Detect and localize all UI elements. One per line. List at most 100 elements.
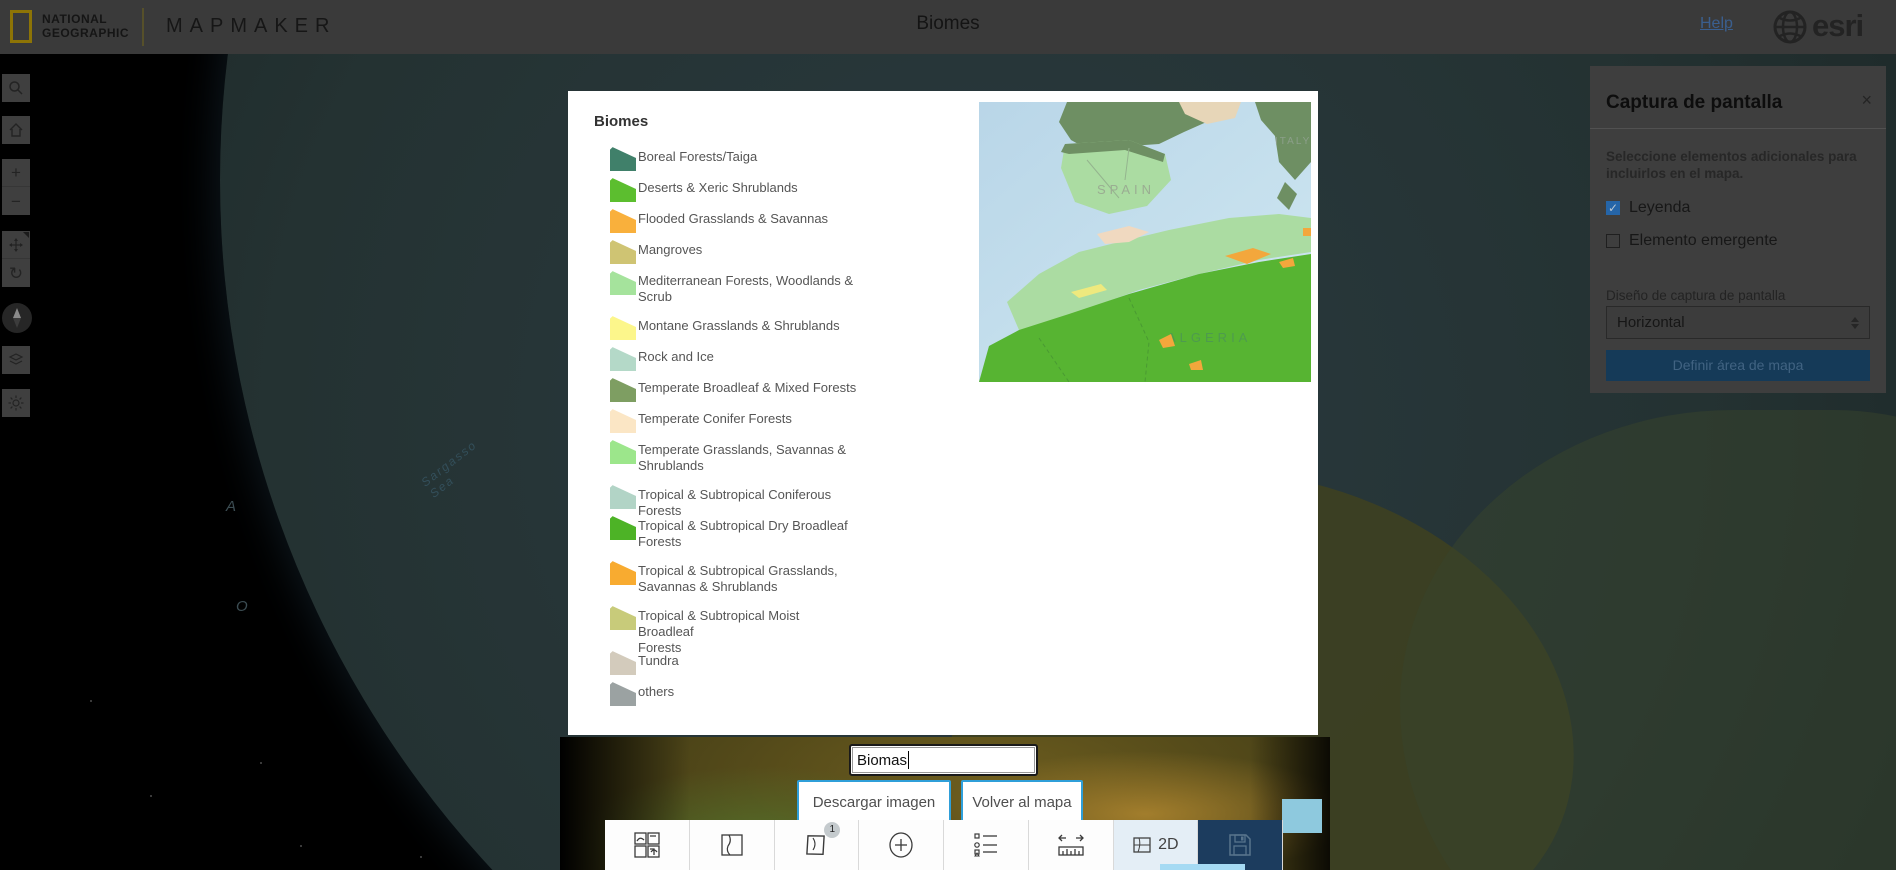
daylight-button[interactable]: [2, 389, 30, 417]
legend-swatch: [610, 516, 636, 540]
pan-button[interactable]: [2, 231, 30, 259]
legend-swatch: [610, 316, 636, 340]
iberia-border: [1086, 147, 1130, 199]
panel-divider: [1590, 128, 1886, 129]
filename-value: Biomas: [857, 751, 908, 769]
filename-input[interactable]: Biomas: [849, 744, 1038, 776]
app-name: MAPMAKER: [166, 15, 337, 37]
measure-icon: [1057, 834, 1084, 856]
iberia-north-forest: [1061, 140, 1165, 162]
rotate-icon: ↻: [8, 263, 24, 283]
globe-landmass: [1400, 410, 1896, 870]
basemap-gallery-button[interactable]: [605, 820, 690, 870]
zoom-out-button[interactable]: −: [2, 187, 30, 215]
star: [260, 762, 262, 764]
legend-panel: Biomes Boreal Forests/Taiga Deserts & Xe…: [568, 91, 1318, 735]
mode-2d-icon: [1133, 837, 1151, 853]
minus-icon: −: [11, 191, 21, 211]
basemap-button[interactable]: [690, 820, 775, 870]
home-button[interactable]: [2, 116, 30, 144]
legend-swatch: [610, 485, 636, 509]
legend-swatch: [610, 147, 636, 171]
compass-button[interactable]: [2, 303, 32, 333]
pan-icon: [9, 237, 23, 252]
star: [90, 700, 92, 702]
legend-item-label: others: [638, 684, 675, 699]
add-icon: [889, 832, 913, 858]
legend-item-label: Tropical & Subtropical Moist Broadleaf F…: [638, 608, 800, 655]
star: [420, 856, 422, 858]
star: [150, 795, 152, 797]
legend-item-label: Mangroves: [638, 242, 703, 257]
screenshot-panel: Captura de pantalla × Seleccione element…: [1590, 66, 1886, 393]
basemap-icon: [720, 834, 743, 856]
layout-select[interactable]: Horizontal: [1606, 306, 1870, 339]
header-divider: [142, 8, 144, 46]
legend-item-label: Tundra: [638, 653, 679, 668]
legend-item-label: Rock and Ice: [638, 349, 714, 364]
legend-item-label: Montane Grasslands & Shrublands: [638, 318, 840, 333]
legend-title: Biomes: [594, 113, 649, 130]
legend-checkbox-label: Leyenda: [1629, 199, 1691, 216]
alps-patch: [1179, 102, 1241, 124]
flooded-patch: [1189, 360, 1203, 370]
legend-item-label: Tropical & Subtropical Coniferous Forest…: [638, 487, 832, 518]
search-icon: [9, 81, 23, 95]
sea-patch: [1282, 799, 1322, 833]
add-button[interactable]: [859, 820, 944, 870]
define-map-area-button[interactable]: Definir área de mapa: [1606, 350, 1870, 381]
layout-label: Diseño de captura de pantalla: [1606, 288, 1786, 303]
map-label-spain: SPAIN: [1097, 182, 1155, 197]
legend-item-label: Boreal Forests/Taiga: [638, 149, 758, 164]
home-icon: [9, 123, 23, 137]
iberia-landmass: [1061, 140, 1171, 214]
search-button[interactable]: [2, 74, 30, 102]
legend-swatch: [610, 561, 636, 585]
natgeo-logo-icon: [10, 10, 32, 43]
basemap-style-button[interactable]: [2, 346, 30, 374]
legend-list-icon: [973, 833, 997, 857]
map-preview: ITALY SPAIN ALGERIA: [979, 102, 1311, 382]
legend-swatch: [610, 178, 636, 202]
app-header: NATIONAL GEOGRAPHIC MAPMAKER Biomes Help…: [0, 0, 1896, 54]
legend-button[interactable]: [944, 820, 1029, 870]
close-icon[interactable]: ×: [1861, 90, 1872, 110]
map-label-fragment: O: [236, 598, 248, 615]
maghreb-landmass: [1007, 214, 1311, 330]
esri-logo: esri: [1768, 4, 1864, 48]
layers-button[interactable]: 1: [775, 820, 860, 870]
save-icon: [1229, 834, 1251, 856]
pan-mode-badge: [23, 232, 29, 238]
legend-item-label: Temperate Grasslands, Savannas & Shrubla…: [638, 442, 847, 473]
legend-swatch: [610, 271, 636, 295]
natgeo-logo-text: NATIONAL GEOGRAPHIC: [42, 12, 130, 40]
flooded-patch: [1279, 258, 1295, 268]
screenshot-panel-description: Seleccione elementos adicionales para in…: [1606, 149, 1857, 181]
sun-icon: [8, 395, 24, 411]
bottom-toolbar: 1: [605, 820, 1283, 870]
legend-item-label: Tropical & Subtropical Grasslands, Savan…: [638, 563, 838, 594]
legend-item-label: Tropical & Subtropical Dry Broadleaf For…: [638, 518, 848, 549]
measure-button[interactable]: [1029, 820, 1114, 870]
esri-globe-icon: [1773, 10, 1807, 44]
layout-select-value: Horizontal: [1617, 314, 1685, 331]
legend-swatch: [610, 240, 636, 264]
map-label-algeria: ALGERIA: [1167, 330, 1251, 345]
legend-checkbox[interactable]: ✓: [1606, 201, 1620, 215]
mode-2d-label: 2D: [1158, 836, 1179, 853]
montane-patch: [1071, 284, 1107, 298]
popup-checkbox[interactable]: [1606, 234, 1620, 248]
france-landmass: [1059, 102, 1211, 150]
back-to-map-button[interactable]: Volver al mapa: [961, 780, 1083, 824]
esri-wordmark: esri: [1812, 8, 1864, 43]
legend-item-label: Temperate Conifer Forests: [638, 411, 792, 426]
flooded-patch: [1159, 334, 1175, 348]
rotate-button[interactable]: ↻: [2, 259, 30, 287]
text-caret: [908, 751, 910, 769]
legend-item-label: Temperate Broadleaf & Mixed Forests: [638, 380, 857, 395]
help-link[interactable]: Help: [1700, 15, 1733, 32]
save-button[interactable]: [1198, 820, 1283, 870]
mode-2d-button[interactable]: 2D: [1113, 820, 1199, 870]
zoom-in-button[interactable]: +: [2, 159, 30, 187]
download-image-button[interactable]: Descargar imagen: [797, 780, 951, 824]
